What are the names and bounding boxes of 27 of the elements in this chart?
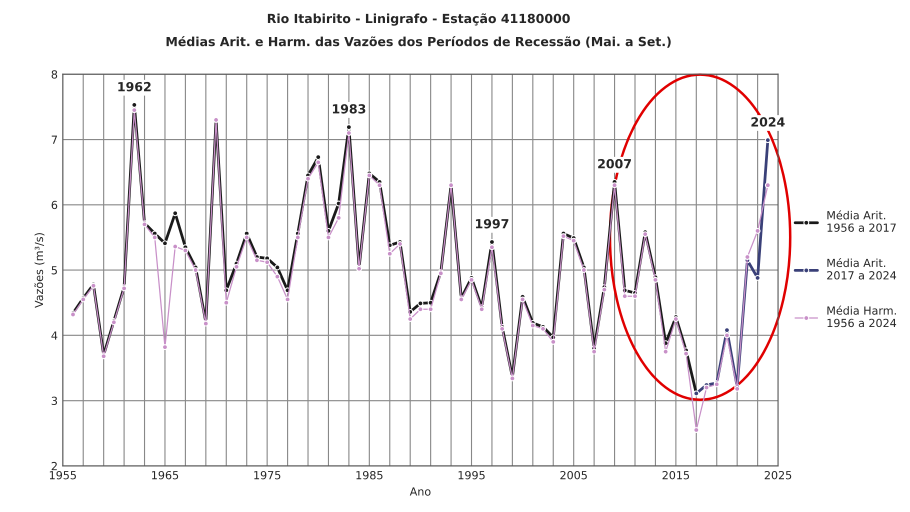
legend-label: Média Harm. 1956 a 2024: [827, 306, 896, 328]
x-tick-label: 1955: [50, 470, 76, 480]
x-tick-label: 1975: [254, 470, 280, 480]
y-tick-label: 3: [52, 396, 58, 406]
x-tick-label: 2015: [662, 470, 690, 480]
chart-title: Rio Itabirito - Linigrafo - Estação 41180000: [268, 13, 570, 26]
y-tick-label: 8: [52, 70, 58, 79]
y-tick-label: 2: [52, 462, 57, 470]
annotation: 2024: [751, 117, 785, 127]
legend-label: Média Arit. 2017 a 2024: [827, 258, 896, 280]
y-tick-label: 5: [52, 266, 57, 274]
x-tick-label: 2005: [560, 470, 587, 480]
y-tick-label: 7: [52, 136, 57, 144]
annotation: 1983: [332, 104, 366, 114]
y-tick-label: 4: [51, 331, 58, 340]
legend-label: Média Arit. 1956 a 2017: [827, 210, 896, 232]
chart-subtitle: Médias Arit. e Harm. das Vazões dos Períodos de Recessão (Mai. a Set.): [166, 36, 671, 48]
annotation: 2007: [598, 158, 631, 168]
y-axis-title: Vazões (m³/s): [34, 233, 44, 308]
x-tick-label: 1965: [152, 470, 178, 480]
annotation: 1962: [118, 82, 151, 92]
x-tick-label: 2025: [764, 470, 792, 480]
x-axis-title: Ano: [410, 487, 431, 496]
x-tick-label: 1995: [458, 470, 485, 480]
y-tick-label: 6: [52, 200, 58, 210]
x-tick-label: 1985: [356, 470, 382, 480]
annotation: 1997: [476, 219, 508, 228]
